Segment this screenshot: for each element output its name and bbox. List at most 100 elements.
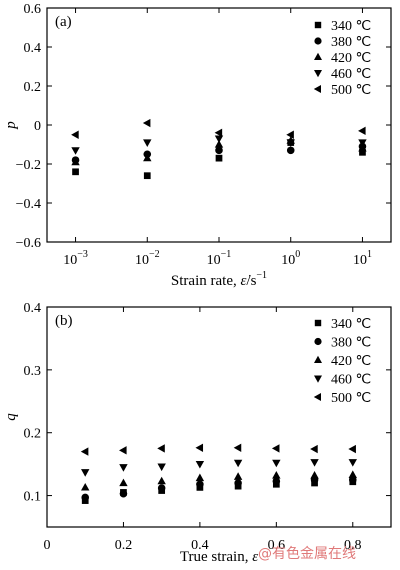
x-tick-label: 0.4: [191, 538, 209, 553]
legend-marker: [314, 70, 322, 78]
data-point: [214, 128, 223, 137]
data-point: [348, 470, 357, 478]
legend-label: 500 ℃: [331, 391, 371, 406]
data-point: [157, 484, 166, 492]
data-point: [286, 146, 295, 155]
data-point: [71, 157, 80, 166]
watermark-text: @有色金属在线: [258, 545, 356, 562]
x-tick-label: 10−1: [207, 249, 232, 268]
legend-marker: [313, 393, 321, 401]
x-axis-label: True strain, ε: [180, 549, 258, 565]
legend-label: 380 ℃: [331, 35, 371, 50]
y-tick-label: 0.2: [24, 80, 42, 95]
y-tick-label: 0.4: [24, 41, 42, 56]
y-tick-label: 0.4: [24, 301, 42, 316]
y-tick-label: 0.2: [24, 427, 42, 442]
data-point: [358, 143, 367, 152]
series-triangle-left: [80, 443, 356, 456]
data-point: [286, 130, 294, 139]
data-point: [119, 446, 127, 455]
x-tick-label: 10−2: [135, 249, 160, 268]
series-triangle-up: [81, 470, 357, 491]
series-triangle-down: [81, 459, 357, 477]
x-tick-label: 0.2: [115, 538, 133, 553]
data-point: [214, 140, 224, 148]
legend-label: 340 ℃: [331, 317, 371, 332]
series-triangle-down: [71, 135, 367, 155]
x-axis-label: Strain rate, ε̇/s−1: [171, 270, 267, 289]
data-point: [80, 447, 89, 456]
data-point: [195, 460, 205, 469]
legend-marker: [314, 319, 322, 327]
y-axis-label: q: [3, 413, 19, 421]
panel-a-chart: −0.6 −0.4 −0.2 0 0.2 0.4 0.6 10−3 10−2 10−1 100 101…: [3, 2, 392, 289]
data-point: [143, 139, 152, 147]
data-point: [214, 135, 224, 144]
legend-marker: [314, 37, 322, 45]
data-point: [71, 147, 80, 155]
legend-marker: [314, 355, 322, 363]
data-point: [71, 130, 79, 139]
data-point: [157, 463, 166, 472]
legend-marker: [314, 21, 322, 29]
plot-frame: [46, 306, 392, 528]
x-tick-label: 100: [281, 249, 300, 268]
series-triangle-left: [71, 118, 366, 139]
y-tick-label: 0.1: [24, 490, 42, 505]
data-point: [233, 443, 242, 452]
data-point: [348, 444, 356, 454]
legend-label: 500 ℃: [331, 83, 371, 98]
legend-label: 460 ℃: [331, 67, 371, 82]
data-point: [310, 471, 319, 479]
data-point: [119, 489, 128, 498]
y-axis-label: p: [3, 121, 19, 130]
data-point: [81, 482, 90, 491]
data-point: [233, 472, 243, 480]
data-point: [272, 459, 281, 468]
data-point: [358, 126, 366, 136]
legend-marker: [314, 337, 322, 346]
data-point: [348, 459, 357, 467]
panel-b-chart: 0.1 0.2 0.3 0.4 0 0.2 0.4 0.6 0.8 (b) q True strain…: [3, 301, 392, 565]
data-point: [234, 479, 242, 487]
data-point: [310, 459, 319, 467]
data-point: [143, 172, 151, 180]
legend-label: 380 ℃: [331, 336, 371, 351]
panel-label: (b): [55, 313, 73, 329]
data-point: [359, 148, 366, 156]
y-tick-label: −0.2: [16, 158, 41, 173]
data-point: [157, 444, 165, 453]
legend-label: 420 ℃: [331, 51, 371, 66]
legend-marker: [314, 375, 322, 383]
data-point: [195, 443, 204, 452]
data-point: [233, 459, 243, 468]
legend-label: 420 ℃: [331, 354, 371, 369]
data-point: [272, 471, 281, 479]
x-tick-label: 0.6: [268, 538, 286, 553]
data-point: [119, 464, 128, 472]
data-point: [157, 476, 166, 485]
data-point: [143, 153, 152, 162]
data-point: [196, 480, 204, 489]
x-tick-label: 101: [353, 249, 372, 268]
legend-label: 340 ℃: [331, 19, 371, 34]
y-tick-label: 0.3: [24, 364, 42, 379]
y-tick-label: 0.6: [24, 2, 42, 17]
legend-marker: [313, 85, 321, 93]
series-circle: [81, 476, 357, 502]
data-point: [310, 444, 318, 454]
data-point: [215, 146, 223, 155]
data-point: [215, 154, 223, 162]
x-tick-label: 10−3: [63, 249, 88, 268]
data-point: [358, 139, 367, 147]
data-point: [142, 118, 151, 128]
data-point: [119, 478, 128, 487]
x-tick-label: 0.8: [344, 538, 362, 553]
data-point: [286, 139, 295, 147]
data-point: [272, 477, 281, 485]
x-tick-label: 0: [44, 538, 51, 553]
data-point: [271, 444, 280, 453]
data-point: [81, 469, 90, 477]
